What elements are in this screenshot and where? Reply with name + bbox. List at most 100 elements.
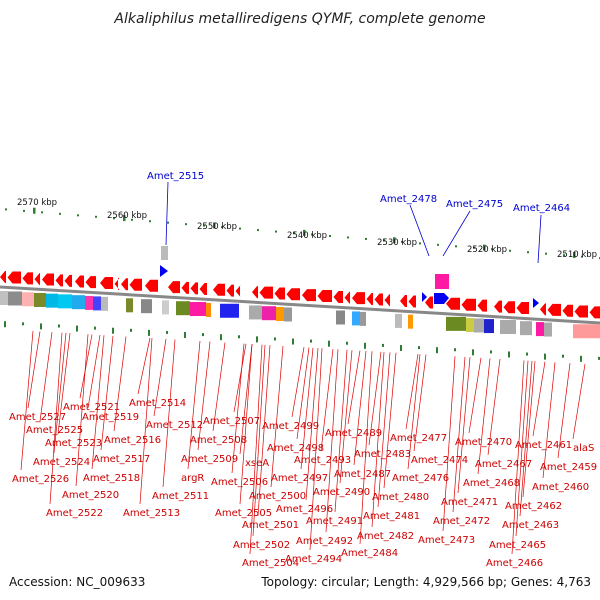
callout-line — [334, 349, 348, 513]
gene-arrow — [160, 265, 168, 277]
gene-label: Amet_2483 — [354, 449, 411, 460]
reverse-labels: Amet_2527 Amet_2526 Amet_2525 Amet_2524 … — [9, 398, 597, 569]
callout-line — [377, 352, 391, 508]
gene-arrow — [226, 284, 234, 297]
gene-label: Amet_2515 — [147, 171, 204, 182]
kbp-label: 2560 kbp — [107, 211, 147, 221]
cog-box — [162, 300, 169, 315]
gene-arrow — [589, 306, 600, 319]
gene-label: Amet_2513 — [123, 508, 180, 519]
cog-box — [276, 307, 284, 322]
gene-label: Amet_2518 — [83, 473, 140, 484]
callout-line — [239, 344, 253, 455]
cog-track — [0, 291, 600, 339]
kbp-label: 2530 kbp — [377, 238, 417, 248]
callout-line — [137, 337, 151, 395]
inner-tick — [436, 347, 438, 354]
gene-arrow — [199, 282, 207, 295]
gene-label: Amet_2484 — [341, 548, 398, 559]
cog-box — [176, 301, 190, 316]
gene-arrow — [494, 300, 502, 313]
callout-line — [49, 332, 63, 505]
gene-arrow — [42, 273, 54, 286]
callout-line — [442, 210, 471, 257]
callout-line — [53, 332, 67, 454]
scale-dot — [311, 233, 313, 236]
scale-dot — [509, 249, 511, 252]
callout-line — [557, 363, 571, 459]
kbp-label: 2550 kbp — [197, 222, 237, 232]
gene-arrow — [22, 272, 33, 285]
scale-dot — [473, 246, 475, 249]
gene-label: Amet_2482 — [357, 531, 414, 542]
gene-arrow — [252, 286, 258, 299]
inner-tick — [526, 352, 528, 356]
gene-arrow — [190, 282, 198, 295]
inner-tick — [4, 321, 6, 328]
callout-line — [371, 352, 385, 528]
gene-arrow — [516, 301, 529, 314]
cog-box — [352, 311, 360, 326]
gene-arrow — [477, 299, 487, 312]
scale-dot — [95, 215, 97, 218]
inner-tick — [274, 337, 276, 341]
callout-line — [468, 357, 482, 434]
gene-label: Amet_2492 — [296, 536, 353, 547]
gene-label: Amet_2498 — [267, 443, 324, 454]
callout-line — [249, 344, 263, 555]
callout-line — [291, 347, 305, 418]
callout-line — [153, 338, 167, 417]
gene-label: Amet_2462 — [505, 501, 562, 512]
gene-arrow — [121, 278, 128, 291]
cog-box — [85, 295, 93, 310]
scale-dot — [455, 245, 457, 248]
scale-major-tick — [123, 215, 126, 222]
gene-arrow — [259, 286, 273, 299]
gene-label: Amet_2460 — [532, 482, 589, 493]
scale-dot — [527, 251, 529, 254]
gene-label: Amet_2478 — [380, 194, 437, 205]
cog-box — [126, 298, 133, 313]
inner-tick — [256, 336, 258, 343]
cog-box — [484, 319, 494, 334]
gene-label: Amet_2464 — [513, 203, 570, 214]
gene-arrow — [503, 301, 515, 314]
gene-label: Amet_2466 — [486, 558, 543, 569]
callout-line — [359, 351, 373, 545]
cog-box — [93, 296, 101, 311]
gene-arrow — [400, 295, 407, 307]
callout-line — [75, 334, 89, 487]
scale-dot — [23, 209, 25, 212]
cog-box — [72, 295, 85, 310]
cog-box — [46, 293, 58, 308]
callout-line — [572, 364, 586, 440]
gene-label: Amet_2477 — [390, 433, 447, 444]
kbp-label: 2570 kbp — [17, 198, 57, 208]
gene-arrow — [461, 298, 476, 311]
inner-tick — [148, 329, 150, 336]
gene-label: Amet_2481 — [363, 511, 420, 522]
cog-box — [544, 322, 552, 337]
callout-line — [405, 354, 419, 430]
gene-label: Amet_2524 — [33, 457, 90, 468]
scale-dot — [5, 208, 7, 211]
callout-line — [542, 362, 556, 479]
gene-arrow — [422, 292, 427, 302]
callout-line — [519, 360, 533, 517]
callout-line — [212, 342, 226, 432]
gene-label: Amet_2494 — [285, 554, 342, 565]
gene-label: Amet_2468 — [463, 478, 520, 489]
callout-line — [197, 341, 211, 451]
gene-label: Amet_2480 — [372, 492, 429, 503]
gene-arrow — [434, 293, 449, 304]
gene-arrow — [384, 294, 390, 307]
gene-arrow — [333, 291, 343, 304]
inner-tick — [382, 343, 384, 347]
gene-box — [435, 274, 449, 289]
gene-arrow — [533, 298, 539, 308]
gene-arrow — [344, 291, 350, 304]
gene-label: Amet_2523 — [45, 438, 102, 449]
inner-tick — [364, 342, 366, 349]
gene-label: Amet_2501 — [242, 520, 299, 531]
gene-label: Amet_2499 — [262, 421, 319, 432]
